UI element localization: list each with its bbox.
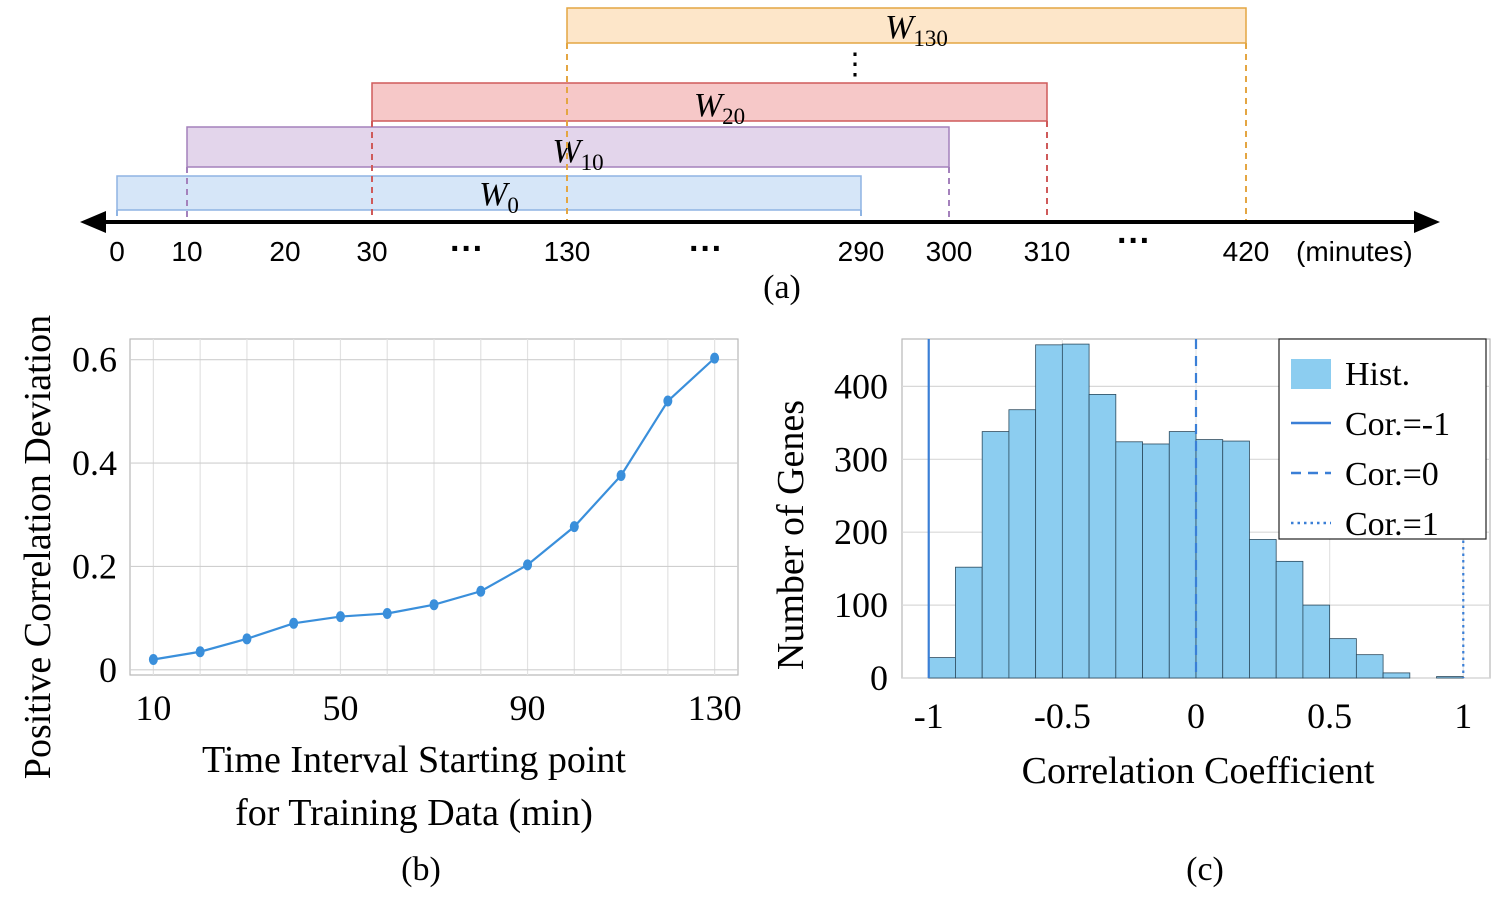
timeline-unit-label: (minutes): [1296, 236, 1413, 267]
window-label-130: W130: [885, 9, 948, 51]
window-bar-0: [116, 175, 862, 211]
line-ytick-0.4: 0.4: [72, 443, 117, 483]
histogram-legend: Hist. Cor.=-1 Cor.=0 Cor.=1: [1278, 338, 1487, 543]
legend-label-cor-0: Cor.=0: [1345, 456, 1439, 493]
line-point-40: [289, 617, 299, 629]
hist-bar-3: [1008, 409, 1037, 679]
histogram-tick-labels: -1 -0.5 0 0.5 1 0 100 200 300 400: [834, 366, 1472, 736]
panel-label-c: (c): [1186, 851, 1224, 888]
hist-xtick-0.5: 0.5: [1307, 696, 1352, 736]
hist-bar-12: [1249, 539, 1277, 679]
hist-bar-10: [1195, 439, 1224, 679]
legend-label-cor-neg1: Cor.=-1: [1345, 406, 1450, 443]
window-label-10: W10: [552, 133, 603, 175]
hist-bar-0: [928, 657, 956, 679]
window-bar-130: [566, 7, 1247, 44]
window-bars: W0 W10 W20 W130: [116, 7, 1247, 222]
hist-ytick-100: 100: [834, 585, 888, 625]
line-point-110: [616, 469, 626, 481]
line-point-70: [429, 599, 439, 611]
hist-bar-5: [1061, 343, 1090, 679]
hist-xtick--1: -1: [914, 696, 944, 736]
hist-ytick-300: 300: [834, 439, 888, 479]
timeline-tick-20: 20: [269, 236, 300, 267]
line-point-20: [195, 646, 205, 658]
timeline-arrow-right: [1414, 211, 1440, 233]
line-chart-panel: 10 50 90 130 0 0.2 0.4 0.6 Time Interval Starti…: [17, 315, 742, 888]
line-ytick-0.6: 0.6: [72, 340, 117, 380]
legend-swatch-hist: [1291, 359, 1331, 389]
histogram-panel: -1 -0.5 0 0.5 1 0 100 200 300 400 Hist. Cor.=-1 C…: [770, 338, 1491, 888]
hist-bar-9: [1168, 431, 1197, 679]
line-point-90: [523, 559, 533, 571]
line-point-120: [663, 395, 673, 407]
line-chart-tick-labels: 10 50 90 130 0 0.2 0.4 0.6: [72, 340, 742, 728]
hist-xtick-0: 0: [1187, 696, 1205, 736]
timeline-tick-420: 420: [1223, 236, 1270, 267]
hist-ytick-400: 400: [834, 366, 888, 406]
line-point-130: [710, 352, 720, 364]
line-xtick-10: 10: [135, 688, 171, 728]
timeline-tick-130: 130: [544, 236, 591, 267]
line-xtick-50: 50: [322, 688, 358, 728]
line-point-50: [335, 611, 345, 623]
line-chart-xlabel-line2: for Training Data (min): [235, 792, 593, 834]
hist-xtick--0.5: -0.5: [1034, 696, 1091, 736]
line-point-30: [242, 633, 252, 645]
timeline-tick-labels: 0 10 20 30 130 290 300 310 420: [109, 236, 1269, 267]
line-ytick-0: 0: [99, 650, 117, 690]
timeline-tick-30: 30: [356, 236, 387, 267]
line-chart-grid: [130, 339, 738, 675]
line-chart-ylabel: Positive Correlation Deviation: [17, 315, 59, 779]
legend-label-hist: Hist.: [1345, 356, 1410, 393]
line-point-60: [382, 607, 392, 619]
hist-bar-7: [1115, 441, 1143, 679]
window-bar-20: [371, 82, 1048, 122]
timeline-tick-0: 0: [109, 236, 125, 267]
histogram-xlabel: Correlation Coefficient: [1022, 750, 1375, 792]
hist-bar-4: [1035, 344, 1063, 679]
hist-ytick-0: 0: [870, 658, 888, 698]
timeline-ellipsis-1: ···: [450, 230, 484, 268]
hist-bar-11: [1222, 440, 1250, 679]
timeline-tick-300: 300: [926, 236, 973, 267]
hist-xtick-1: 1: [1454, 696, 1472, 736]
timeline-axis: [80, 211, 1440, 233]
timeline-tick-10: 10: [171, 236, 202, 267]
timeline-ellipsis-2: ···: [689, 230, 723, 268]
hist-bar-2: [981, 431, 1010, 679]
line-point-10: [148, 653, 158, 665]
line-xtick-90: 90: [510, 688, 546, 728]
timeline-panel: W0 W10 W20 W130 0 10 20 30 130 290 300 310 420 (min…: [80, 7, 1440, 306]
windows-vertical-ellipsis: ⋮: [840, 48, 870, 81]
histogram-bars: [928, 343, 1464, 679]
line-chart-xlabel-line1: Time Interval Starting point: [202, 739, 626, 781]
hist-bar-13: [1275, 560, 1304, 679]
hist-bar-15: [1329, 638, 1357, 679]
hist-bar-1: [955, 566, 983, 679]
hist-bar-16: [1355, 654, 1384, 679]
hist-bar-14: [1302, 604, 1331, 679]
line-xtick-130: 130: [688, 688, 742, 728]
hist-bar-17: [1382, 672, 1411, 679]
histogram-ylabel: Number of Genes: [770, 400, 812, 670]
line-ytick-0.2: 0.2: [72, 546, 117, 586]
legend-label-cor-1: Cor.=1: [1345, 506, 1439, 543]
hist-bar-19: [1436, 676, 1464, 679]
window-label-20: W20: [694, 87, 745, 129]
timeline-arrow-left: [80, 211, 106, 233]
hist-bar-8: [1142, 443, 1170, 679]
timeline-ellipsis-3: ···: [1117, 222, 1151, 260]
panel-label-a: (a): [763, 269, 801, 306]
hist-ytick-200: 200: [834, 512, 888, 552]
window-label-0: W0: [479, 176, 519, 218]
hist-bar-6: [1088, 394, 1117, 679]
timeline-tick-290: 290: [838, 236, 885, 267]
panel-label-b: (b): [401, 851, 441, 888]
line-point-80: [476, 585, 486, 597]
timeline-tick-310: 310: [1024, 236, 1071, 267]
line-points: [148, 352, 720, 665]
line-point-100: [569, 521, 579, 533]
